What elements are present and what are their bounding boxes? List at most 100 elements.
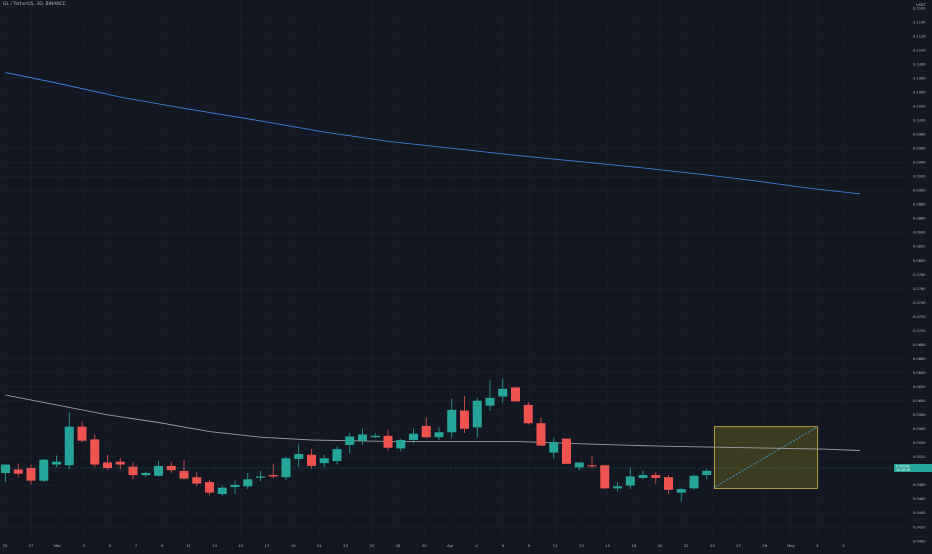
time-tick-label: 7 [135,543,138,548]
price-tick-label: 0.1040 [913,90,926,94]
candle[interactable] [268,463,278,478]
candle[interactable] [281,456,291,480]
candle[interactable] [625,467,635,490]
candle-body [536,423,546,446]
candle[interactable] [523,402,533,425]
candle[interactable] [358,428,367,445]
candle[interactable] [103,454,112,471]
candle[interactable] [243,472,253,490]
candle[interactable] [115,457,125,470]
candle[interactable] [421,417,431,438]
candle[interactable] [370,432,380,438]
candle-body [447,409,457,433]
time-axis[interactable]: 25 27 Mar 3 5 7 9 11 13 15 17 19 21 23 25 28 30 Apr 4 6 9 11 1… [0,541,910,550]
candle-body [523,404,533,424]
time-tick-label: 28 [396,543,401,548]
candle[interactable] [166,461,176,473]
price-tick-label: 0.0960 [913,147,926,151]
candle[interactable] [332,446,342,465]
candle[interactable] [307,449,316,469]
candle[interactable] [562,438,571,464]
price-tick-label: 0.0860 [913,217,926,221]
candle[interactable] [600,465,610,490]
candle[interactable] [128,462,138,480]
candle[interactable] [39,458,49,483]
candle-body [39,459,49,481]
candle[interactable] [64,411,74,469]
candle[interactable] [396,438,406,452]
price-axis-currency: USDT [916,3,927,7]
candle[interactable] [485,380,495,412]
candle[interactable] [638,470,648,480]
candle[interactable] [52,455,61,468]
last-price-countdown: 1d 08:35 [896,468,910,472]
candle[interactable] [217,485,227,497]
time-tick-label: 15 [605,543,610,548]
candle-body [485,397,495,406]
candle-body [319,458,329,464]
candle-body [638,475,648,478]
candle[interactable] [651,472,661,484]
candle[interactable] [205,479,214,496]
candle[interactable] [447,398,457,438]
candle[interactable] [574,462,584,471]
time-tick-label: 21 [317,543,322,548]
candle-body [702,470,712,476]
candle[interactable] [383,430,393,451]
time-tick-label: 3 [82,543,85,548]
candle-body [358,434,367,441]
candle[interactable] [664,475,673,495]
price-tick-label: 0.0880 [913,203,926,207]
price-tick-label: 0.0760 [913,287,926,291]
candle[interactable] [434,427,444,441]
candle[interactable] [319,454,329,468]
time-tick-label: 9 [161,543,164,548]
candle[interactable] [345,432,355,454]
candle-body [307,454,316,466]
candle[interactable] [613,482,622,492]
candle[interactable] [13,463,23,478]
candle[interactable] [676,487,686,502]
candle[interactable] [536,417,546,446]
candle[interactable] [549,437,559,459]
time-tick-label: 29 [762,543,767,548]
price-tick-label: 0.0580 [913,413,926,417]
candle-body [689,475,699,489]
time-tick-label: 6 [502,543,505,548]
candle[interactable] [511,386,520,402]
price-tick-label: 0.0560 [913,427,926,431]
candle-body [498,388,508,397]
candle[interactable] [192,472,202,487]
candle[interactable] [409,428,418,444]
candle[interactable] [587,455,597,469]
candle-body [26,468,36,481]
candle[interactable] [498,378,508,403]
candle[interactable] [294,444,304,468]
candle[interactable] [141,471,151,478]
candle[interactable] [702,468,712,480]
candle[interactable] [77,421,87,443]
price-tick-label: 0.0800 [913,259,926,263]
candle-body [625,476,635,486]
candle[interactable] [472,397,482,438]
candle[interactable] [154,461,163,477]
candle[interactable] [230,480,240,495]
candle-body [383,435,393,448]
price-tick-label: 0.0600 [913,399,926,403]
candle[interactable] [90,434,100,467]
candle-body [243,479,253,487]
candle[interactable] [689,474,699,490]
time-tick-label: 11 [553,543,558,548]
time-tick-label: 20 [658,543,663,548]
candle-body [396,440,406,449]
candle[interactable] [256,470,265,482]
last-price-tag[interactable] [894,463,932,472]
candle-body [651,475,661,478]
time-tick-label: 18 [631,543,636,548]
candle[interactable] [179,459,189,480]
candle[interactable] [1,464,10,483]
candle[interactable] [460,395,469,433]
